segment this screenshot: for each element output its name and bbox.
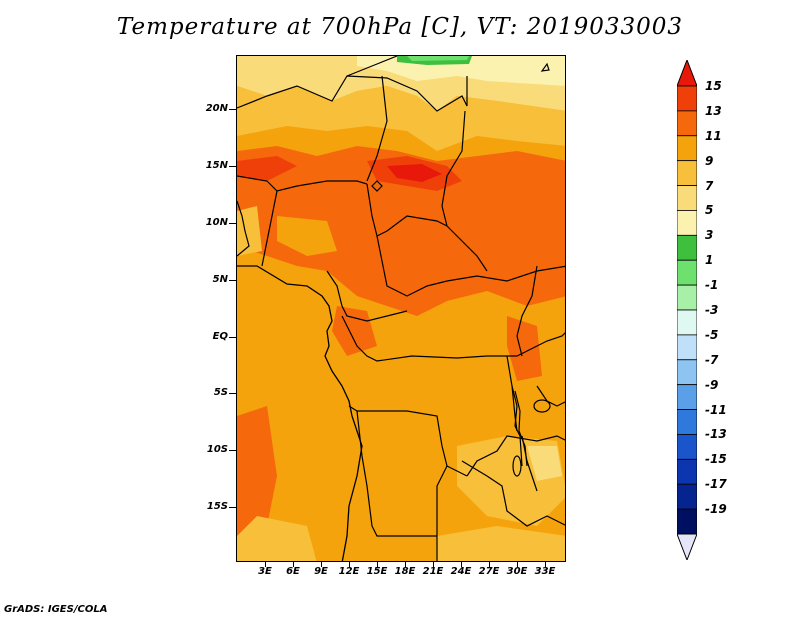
lat-tick — [229, 450, 236, 451]
colorbar-box — [677, 483, 697, 510]
colorbar-box — [677, 259, 697, 286]
lon-tick — [377, 562, 378, 567]
colorbar-box — [677, 110, 697, 137]
map-title: Temperature at 700hPa [C], VT: 201903300… — [116, 14, 684, 40]
lon-tick — [405, 562, 406, 567]
lon-tick — [433, 562, 434, 567]
lat-label-20n: 20N — [205, 103, 228, 114]
lon-label-24e: 24E — [450, 566, 472, 577]
footer-credit: GrADS: IGES/COLA — [4, 604, 108, 615]
lon-tick — [545, 562, 546, 567]
lat-label-10n: 10N — [205, 217, 228, 228]
colorbar-label: -13 — [705, 427, 727, 442]
lat-tick — [229, 507, 236, 508]
colorbar-box — [677, 234, 697, 261]
colorbar-box — [677, 160, 697, 186]
colorbar-box — [677, 284, 697, 311]
colorbar-label: 7 — [705, 178, 714, 193]
colorbar-label: -19 — [705, 502, 727, 517]
colorbar-box — [677, 334, 697, 361]
colorbar-label: -11 — [705, 402, 727, 417]
lat-tick — [229, 393, 236, 394]
colorbar-label: 1 — [705, 253, 714, 268]
lat-tick — [229, 166, 236, 167]
colorbar-box — [677, 85, 697, 112]
lon-tick — [265, 562, 266, 567]
lon-tick — [461, 562, 462, 567]
lon-label-21e: 21E — [422, 566, 444, 577]
lon-label-3e: 3E — [258, 566, 272, 577]
lon-label-33e: 33E — [534, 566, 556, 577]
lat-label-10s: 10S — [206, 444, 228, 455]
lat-label-eq: EQ — [212, 331, 228, 342]
colorbar-box — [677, 210, 697, 236]
lon-tick — [489, 562, 490, 567]
lat-label-5s: 5S — [213, 387, 228, 398]
colorbar-label: 3 — [705, 228, 714, 243]
colorbar-label: 11 — [705, 128, 722, 143]
lon-tick — [321, 562, 322, 567]
colorbar-label: -1 — [705, 278, 719, 293]
lat-tick — [229, 223, 236, 224]
lon-tick — [349, 562, 350, 567]
colorbar-label: -5 — [705, 327, 719, 342]
colorbar-label: -3 — [705, 303, 719, 317]
lat-tick — [229, 109, 236, 110]
colorbar-box — [677, 508, 697, 535]
colorbar-label: 13 — [705, 103, 722, 118]
lon-label-6e: 6E — [286, 566, 300, 577]
lon-label-9e: 9E — [314, 566, 328, 577]
colorbar-box — [677, 359, 697, 386]
lon-label-27e: 27E — [478, 566, 500, 577]
colorbar-box — [677, 384, 697, 410]
colorbar — [677, 60, 697, 560]
colorbar-label: -17 — [705, 477, 727, 492]
colorbar-label: -15 — [705, 452, 727, 467]
colorbar-label: 9 — [705, 153, 714, 168]
lat-tick — [229, 280, 236, 281]
lat-label-15n: 15N — [205, 160, 228, 171]
colorbar-box — [677, 135, 697, 162]
lon-tick — [517, 562, 518, 567]
colorbar-box — [677, 309, 697, 336]
lon-label-30e: 30E — [506, 566, 528, 577]
colorbar-label: -9 — [705, 377, 719, 392]
colorbar-box — [677, 409, 697, 435]
colorbar-label: 5 — [705, 203, 714, 218]
lon-label-12e: 12E — [338, 566, 360, 577]
lon-tick — [293, 562, 294, 567]
colorbar-max-triangle — [677, 60, 697, 87]
colorbar-min-triangle — [677, 533, 697, 560]
colorbar-box — [677, 434, 697, 460]
colorbar-label: 15 — [705, 79, 722, 93]
lon-label-15e: 15E — [366, 566, 388, 577]
lat-label-5n: 5N — [212, 274, 228, 285]
colorbar-box — [677, 185, 697, 211]
colorbar-box — [677, 458, 697, 485]
temperature-field — [237, 56, 565, 561]
lon-label-18e: 18E — [394, 566, 416, 577]
temperature-map — [236, 55, 566, 562]
colorbar-label: -7 — [705, 352, 719, 367]
lat-label-15s: 15S — [206, 501, 228, 512]
lat-tick — [229, 337, 236, 338]
